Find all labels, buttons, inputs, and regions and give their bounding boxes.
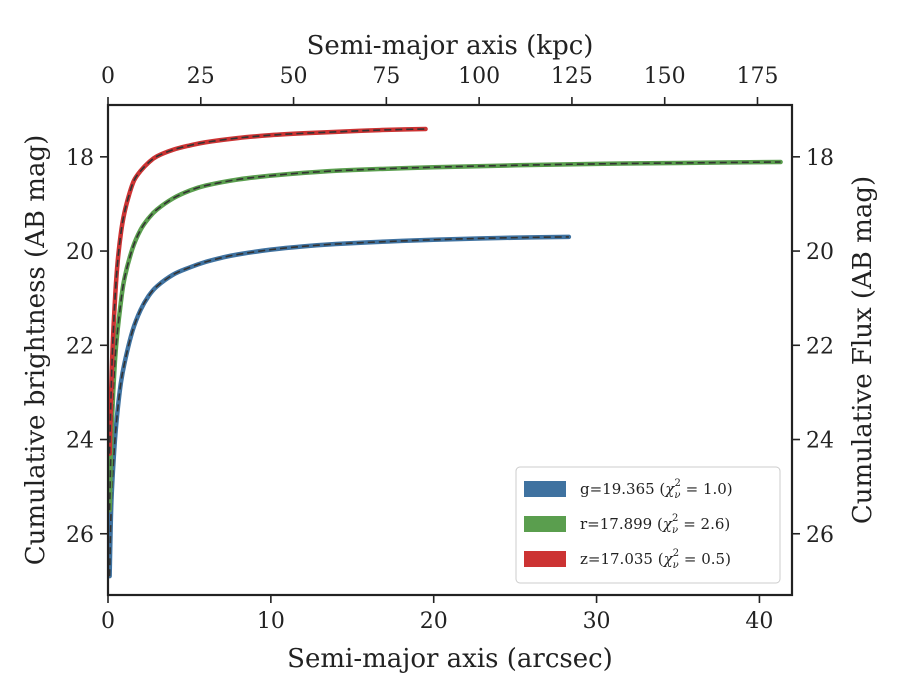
- top-x-axis-title: Semi-major axis (kpc): [307, 31, 594, 61]
- right-y-tick-label: 20: [806, 240, 834, 265]
- legend-swatch-g: [524, 481, 566, 497]
- right-y-tick-label: 22: [806, 334, 834, 359]
- right-y-tick-label: 24: [806, 429, 834, 454]
- legend-entries: g=19.365 (χν2 = 1.0) r=17.899 (χν2 = 2.6)…: [524, 478, 733, 571]
- top-x-axis: 0 25 50 75 100 125 150 175: [101, 64, 778, 105]
- right-y-tick-label: 18: [806, 146, 834, 171]
- left-y-axis-title: Cumulative brightness (AB mag): [21, 135, 51, 566]
- bottom-x-axis: 0 10 20 30 40: [101, 595, 773, 634]
- series-line-g: [107, 234, 572, 579]
- right-y-axis-title: Cumulative Flux (AB mag): [848, 176, 878, 524]
- x-tick-label: 10: [257, 609, 285, 634]
- legend-label-r: r=17.899 (χν2 = 2.6): [580, 513, 730, 536]
- x-tick-label: 40: [745, 609, 773, 634]
- model-dashed-line-g: [108, 236, 569, 577]
- right-y-tick-label: 26: [806, 523, 834, 548]
- top-x-tick-label: 100: [458, 64, 500, 89]
- legend-swatch-r: [524, 516, 566, 532]
- plot-frame: [106, 103, 794, 597]
- top-x-tick-label: 175: [736, 64, 778, 89]
- legend: g=19.365 (χν2 = 1.0) r=17.899 (χν2 = 2.6)…: [515, 466, 781, 584]
- top-x-tick-label: 125: [551, 64, 593, 89]
- y-tick-label: 24: [66, 429, 94, 454]
- top-x-tick-label: 0: [101, 64, 115, 89]
- plot-series-layer: [107, 126, 783, 579]
- x-tick-label: 30: [583, 609, 611, 634]
- right-y-axis: 18 20 22 24 26: [792, 146, 834, 548]
- top-x-tick-label: 25: [187, 64, 215, 89]
- top-x-tick-label: 50: [280, 64, 308, 89]
- model-dashed-line-z: [108, 128, 426, 454]
- bottom-x-axis-title: Semi-major axis (arcsec): [287, 644, 613, 674]
- y-tick-label: 18: [66, 146, 94, 171]
- x-tick-label: 0: [101, 609, 115, 634]
- x-tick-label: 20: [420, 609, 448, 634]
- legend-swatch-z: [524, 551, 566, 567]
- legend-box: [515, 466, 781, 584]
- series-line-r: [107, 159, 783, 513]
- top-x-tick-label: 150: [644, 64, 686, 89]
- legend-label-g: g=19.365 (χν2 = 1.0): [580, 478, 733, 501]
- top-x-tick-label: 75: [372, 64, 400, 89]
- y-tick-label: 26: [66, 523, 94, 548]
- model-dashed-line-r: [108, 161, 781, 511]
- y-tick-label: 20: [66, 240, 94, 265]
- legend-label-z: z=17.035 (χν2 = 0.5): [580, 548, 731, 571]
- left-y-axis: 18 20 22 24 26: [66, 146, 108, 548]
- y-tick-label: 22: [66, 334, 94, 359]
